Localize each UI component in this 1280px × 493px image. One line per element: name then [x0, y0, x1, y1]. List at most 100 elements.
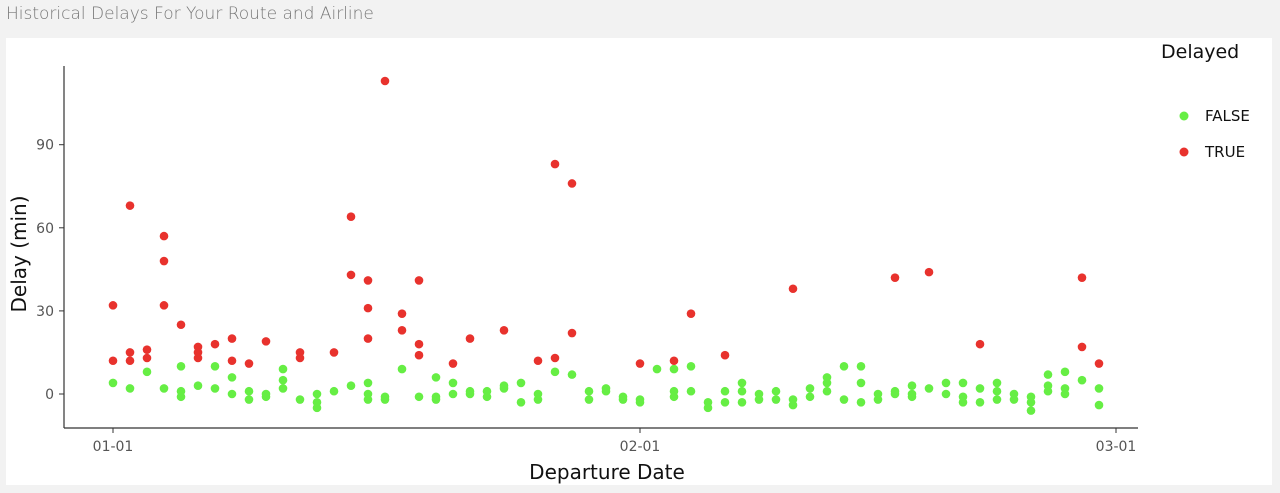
data-point-false: [584, 386, 594, 396]
data-point-true: [1094, 359, 1104, 368]
data-point-true: [720, 350, 730, 360]
data-point-false: [839, 395, 849, 404]
data-point-true: [210, 339, 220, 349]
data-point-true: [788, 284, 798, 294]
data-point-true: [125, 348, 135, 357]
data-point-false: [1009, 395, 1019, 404]
delay-scatter-chart: 01-01 02-01 03-01 0 30 60 90 Departure Date D…: [7, 41, 1250, 484]
data-point-false: [125, 384, 135, 393]
data-point-false: [567, 370, 577, 379]
data-point-true: [414, 350, 424, 360]
data-point-false: [346, 381, 356, 390]
data-point-false: [822, 386, 832, 396]
data-point-false: [686, 362, 696, 371]
data-point-false: [244, 395, 254, 404]
data-point-false: [312, 403, 322, 413]
data-point-false: [193, 381, 203, 390]
data-point-true: [397, 309, 407, 318]
data-point-false: [210, 362, 220, 371]
legend-title: Delayed: [1161, 41, 1239, 63]
data-point-true: [363, 276, 373, 285]
data-point-false: [975, 398, 985, 407]
data-point-true: [159, 231, 169, 241]
data-point-false: [873, 395, 883, 404]
data-point-false: [907, 392, 917, 402]
data-point-true: [567, 328, 577, 338]
data-point-false: [856, 378, 866, 388]
data-point-true: [550, 159, 560, 169]
data-point-false: [295, 395, 305, 404]
data-point-true: [635, 359, 645, 368]
data-point-true: [1077, 273, 1087, 282]
data-point-true: [142, 345, 152, 354]
data-point-false: [176, 362, 186, 371]
series-false: [108, 362, 1104, 415]
data-point-false: [431, 373, 441, 382]
data-point-false: [448, 389, 458, 399]
data-point-true: [295, 353, 305, 363]
data-point-false: [958, 378, 968, 388]
data-point-true: [346, 212, 356, 222]
x-axis-ticks: 01-01 02-01 03-01: [93, 428, 1136, 455]
y-tick-label: 90: [36, 138, 54, 154]
data-point-true: [397, 325, 407, 335]
data-point-true: [890, 273, 900, 282]
data-point-false: [176, 392, 186, 402]
data-point-true: [142, 353, 152, 363]
data-point-false: [431, 395, 441, 404]
data-point-false: [1060, 389, 1070, 399]
data-point-false: [448, 378, 458, 388]
data-point-false: [788, 395, 798, 404]
data-point-false: [397, 364, 407, 374]
data-point-false: [737, 386, 747, 396]
data-point-false: [737, 398, 747, 407]
data-point-false: [516, 398, 526, 407]
data-point-false: [890, 389, 900, 399]
data-point-false: [1043, 370, 1053, 379]
data-point-false: [533, 395, 543, 404]
data-point-false: [142, 367, 152, 377]
data-point-true: [686, 309, 696, 318]
data-point-false: [771, 395, 781, 404]
data-point-false: [1026, 398, 1036, 407]
data-point-true: [159, 301, 169, 310]
data-point-true: [227, 356, 237, 366]
data-point-false: [856, 362, 866, 371]
data-point-false: [1094, 384, 1104, 393]
data-point-true: [176, 320, 186, 330]
data-point-false: [516, 378, 526, 388]
data-point-true: [363, 334, 373, 343]
legend-false-label: FALSE: [1205, 107, 1250, 125]
x-tick-label: 01-01: [93, 439, 134, 455]
data-point-true: [380, 76, 390, 86]
data-point-false: [992, 395, 1002, 404]
data-point-true: [108, 301, 118, 310]
data-point-false: [669, 392, 679, 402]
data-point-true: [669, 356, 679, 366]
data-point-false: [703, 403, 713, 413]
data-point-true: [414, 276, 424, 285]
data-point-true: [499, 325, 509, 335]
data-point-true: [567, 179, 577, 188]
data-point-false: [108, 378, 118, 388]
data-point-true: [125, 201, 135, 210]
data-point-false: [958, 398, 968, 407]
data-point-false: [1060, 367, 1070, 377]
data-point-false: [941, 378, 951, 388]
data-point-false: [550, 367, 560, 377]
data-point-false: [244, 386, 254, 396]
y-axis-title: Delay (min): [7, 195, 31, 312]
data-point-true: [261, 337, 271, 346]
data-point-true: [924, 267, 934, 277]
data-point-false: [720, 398, 730, 407]
data-point-false: [805, 384, 815, 393]
data-point-true: [448, 359, 458, 368]
data-point-true: [465, 334, 475, 343]
data-point-false: [363, 378, 373, 388]
data-point-true: [227, 334, 237, 343]
data-point-true: [193, 353, 203, 363]
data-point-false: [618, 395, 628, 404]
legend-false-marker: [1179, 111, 1189, 121]
panel-title: Historical Delays For Your Route and Air…: [6, 4, 374, 24]
data-point-false: [227, 373, 237, 382]
